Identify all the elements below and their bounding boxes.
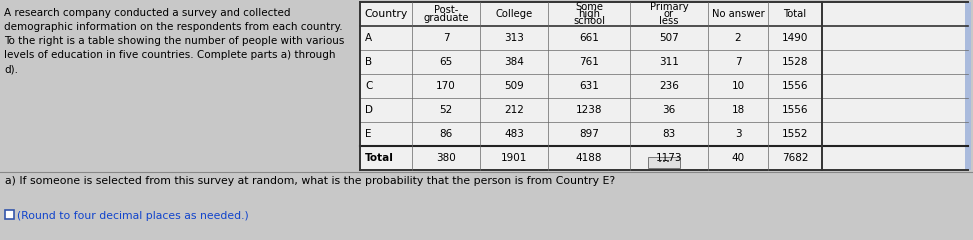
Text: d).: d).: [4, 64, 18, 74]
Bar: [360, 2, 968, 170]
Text: 40: 40: [732, 153, 744, 163]
Text: C: C: [365, 81, 373, 91]
Text: 1556: 1556: [781, 81, 809, 91]
Text: E: E: [365, 129, 372, 139]
Text: 36: 36: [663, 105, 675, 115]
Text: 1901: 1901: [501, 153, 527, 163]
Text: 380: 380: [436, 153, 456, 163]
Text: D: D: [365, 105, 373, 115]
Text: Country: Country: [364, 9, 408, 19]
Text: College: College: [495, 9, 532, 19]
Text: 897: 897: [579, 129, 599, 139]
Text: 313: 313: [504, 33, 523, 43]
Text: 661: 661: [579, 33, 599, 43]
Bar: [5, 210, 14, 219]
Text: 509: 509: [504, 81, 523, 91]
Text: 7: 7: [735, 57, 741, 67]
Text: 1238: 1238: [576, 105, 602, 115]
Text: Total: Total: [365, 153, 394, 163]
Text: or: or: [664, 9, 674, 19]
Text: 384: 384: [504, 57, 523, 67]
Text: Primary: Primary: [650, 2, 688, 12]
Text: (Round to four decimal places as needed.): (Round to four decimal places as needed.…: [17, 211, 249, 221]
Text: 1556: 1556: [781, 105, 809, 115]
Text: 236: 236: [659, 81, 679, 91]
Text: 1173: 1173: [656, 153, 682, 163]
Text: 311: 311: [659, 57, 679, 67]
Text: Post-: Post-: [434, 5, 458, 15]
Text: levels of education in five countries. Complete parts a) through: levels of education in five countries. C…: [4, 50, 336, 60]
Text: less: less: [660, 16, 679, 26]
Text: 83: 83: [663, 129, 675, 139]
Text: 483: 483: [504, 129, 523, 139]
Text: graduate: graduate: [423, 13, 469, 23]
Text: To the right is a table showing the number of people with various: To the right is a table showing the numb…: [4, 36, 344, 46]
Text: 507: 507: [659, 33, 679, 43]
Text: Some: Some: [575, 2, 603, 12]
Text: B: B: [365, 57, 372, 67]
Text: 10: 10: [732, 81, 744, 91]
Text: 4188: 4188: [576, 153, 602, 163]
Text: No answer: No answer: [711, 9, 765, 19]
Text: 1490: 1490: [782, 33, 809, 43]
Text: A research company conducted a survey and collected: A research company conducted a survey an…: [4, 8, 291, 18]
Text: 2: 2: [735, 33, 741, 43]
Text: 7682: 7682: [781, 153, 809, 163]
Text: school: school: [573, 16, 605, 26]
Text: •••: •••: [658, 159, 670, 165]
Text: 52: 52: [440, 105, 452, 115]
Text: 761: 761: [579, 57, 599, 67]
Text: 65: 65: [440, 57, 452, 67]
Text: 1528: 1528: [781, 57, 809, 67]
Text: demographic information on the respondents from each country.: demographic information on the responden…: [4, 22, 342, 32]
Text: 631: 631: [579, 81, 599, 91]
Text: 18: 18: [732, 105, 744, 115]
Text: 3: 3: [735, 129, 741, 139]
Text: 170: 170: [436, 81, 456, 91]
Text: a) If someone is selected from this survey at random, what is the probability th: a) If someone is selected from this surv…: [5, 176, 615, 186]
Text: 212: 212: [504, 105, 523, 115]
Text: Total: Total: [783, 9, 807, 19]
Text: high: high: [578, 9, 600, 19]
Text: A: A: [365, 33, 372, 43]
Bar: [648, 156, 680, 168]
Text: 86: 86: [440, 129, 452, 139]
Text: 7: 7: [443, 33, 450, 43]
Bar: [965, 2, 971, 170]
Text: 1552: 1552: [781, 129, 809, 139]
